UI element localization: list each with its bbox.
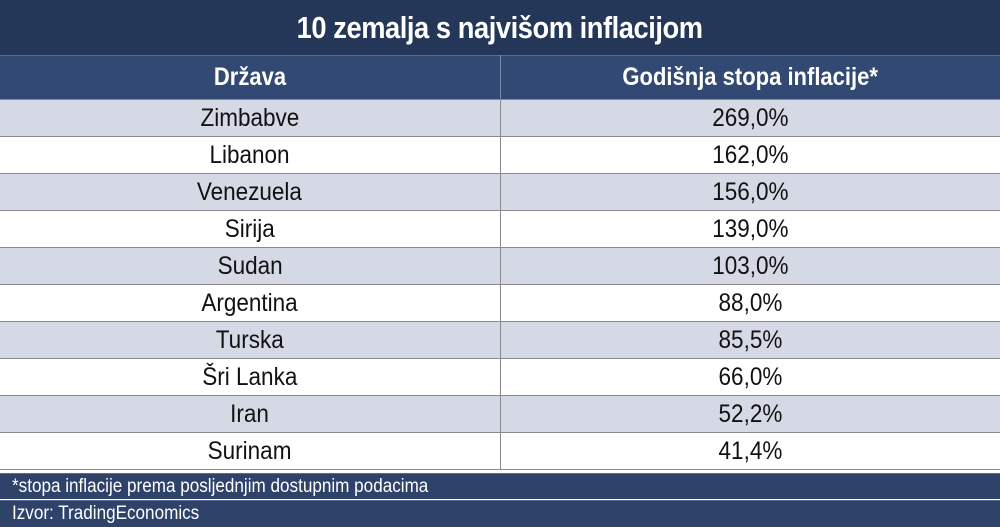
cell-inflation-rate: 52,2% — [500, 395, 1000, 433]
cell-country: Libanon — [0, 136, 501, 174]
cell-inflation-rate: 85,5% — [500, 321, 1000, 359]
column-header-rate: Godišnja stopa inflacije* — [500, 55, 1000, 100]
cell-country: Zimbabve — [0, 99, 501, 137]
cell-inflation-rate: 88,0% — [500, 284, 1000, 322]
table-row: Iran 52,2% — [0, 395, 1000, 433]
table-row: Sirija 139,0% — [0, 210, 1000, 248]
table-body: Zimbabve 269,0% Libanon 162,0% Venezuela 156,… — [0, 99, 1000, 470]
cell-country: Venezuela — [0, 173, 501, 211]
cell-inflation-rate: 139,0% — [500, 210, 1000, 248]
cell-country: Argentina — [0, 284, 501, 322]
footnote: *stopa inflacije prema posljednjim dostu… — [0, 473, 1000, 499]
source-note: Izvor: TradingEconomics — [0, 500, 1000, 527]
table-row: Libanon 162,0% — [0, 136, 1000, 174]
cell-country: Sirija — [0, 210, 501, 248]
cell-inflation-rate: 103,0% — [500, 247, 1000, 285]
table-row: Šri Lanka 66,0% — [0, 358, 1000, 396]
table-row: Sudan 103,0% — [0, 247, 1000, 285]
chart-title-text: 10 zemalja s najvišom inflacijom — [297, 9, 703, 45]
cell-country: Sudan — [0, 247, 501, 285]
table-row: Surinam 41,4% — [0, 432, 1000, 470]
inflation-table: Država Godišnja stopa inflacije* Zimbabv… — [0, 55, 1000, 470]
cell-inflation-rate: 269,0% — [500, 99, 1000, 137]
table-row: Zimbabve 269,0% — [0, 99, 1000, 137]
cell-inflation-rate: 41,4% — [500, 432, 1000, 470]
cell-inflation-rate: 156,0% — [500, 173, 1000, 211]
chart-title: 10 zemalja s najvišom inflacijom — [0, 0, 1000, 55]
cell-inflation-rate: 162,0% — [500, 136, 1000, 174]
cell-country: Iran — [0, 395, 501, 433]
cell-country: Šri Lanka — [0, 358, 501, 396]
table-row: Venezuela 156,0% — [0, 173, 1000, 211]
cell-inflation-rate: 66,0% — [500, 358, 1000, 396]
cell-country: Surinam — [0, 432, 501, 470]
cell-country: Turska — [0, 321, 501, 359]
table-row: Argentina 88,0% — [0, 284, 1000, 322]
column-header-country: Država — [0, 55, 501, 100]
table-header-row: Država Godišnja stopa inflacije* — [0, 55, 1000, 100]
table-row: Turska 85,5% — [0, 321, 1000, 359]
